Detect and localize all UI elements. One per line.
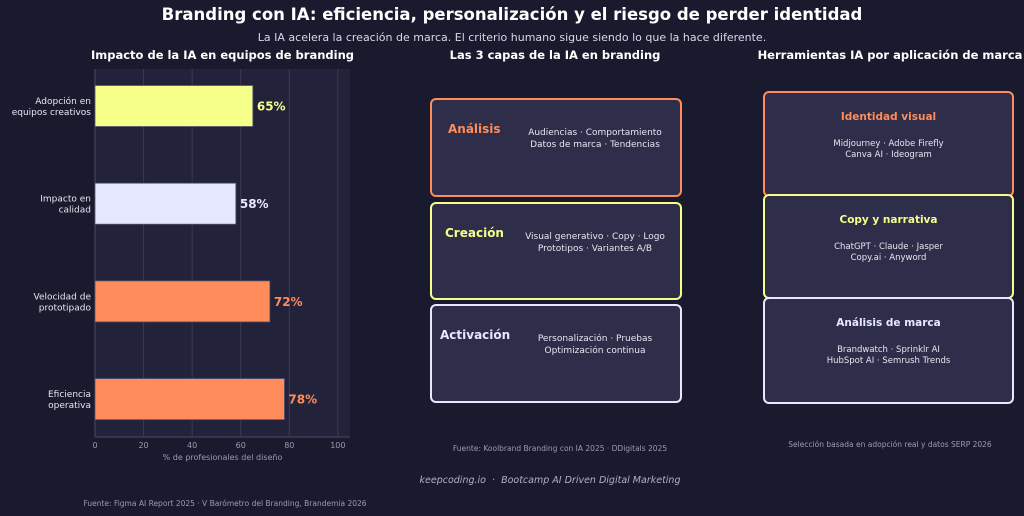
tool-list-line: Brandwatch · Sprinklr AI	[837, 345, 940, 355]
tool-list-line: Canva AI · Ideogram	[845, 150, 932, 160]
tool-box-0: Identidad visual Midjourney · Adobe Fire…	[763, 91, 1014, 197]
plot-area	[95, 69, 350, 437]
bar-value-label: 78%	[288, 393, 317, 407]
x-axis-label: % de profesionales del diseño	[163, 453, 283, 462]
layers-source: Fuente: Koolbrand Branding con IA 2025 ·…	[452, 444, 668, 453]
tool-list: Brandwatch · Sprinklr AI HubSpot AI · Sem…	[765, 345, 1012, 367]
bar	[94, 280, 271, 323]
layer-desc-line: Audiencias · Comportamiento	[528, 128, 662, 138]
main-title: Branding con IA: eficiencia, personaliza…	[161, 5, 863, 24]
layer-desc-line: Personalización · Pruebas	[537, 334, 653, 344]
x-tick-label: 0	[92, 441, 97, 450]
y-tick-label: Eficiencia operativa	[48, 390, 91, 411]
layer-desc-line: Optimización continua	[544, 346, 646, 356]
y-tick-label: Impacto en calidad	[40, 195, 91, 216]
bar	[94, 378, 285, 421]
tool-list-line: HubSpot AI · Semrush Trends	[826, 356, 951, 366]
x-tick-label: 80	[284, 441, 294, 450]
footer: keepcoding.io · Bootcamp AI Driven Digit…	[419, 475, 681, 486]
tool-list: ChatGPT · Claude · Jasper Copy.ai · Anywo…	[765, 242, 1012, 264]
y-tick-label: Velocidad de prototipado	[33, 292, 91, 313]
tools-source: Selección basada en adopción real y dato…	[788, 440, 992, 449]
tool-category: Identidad visual	[840, 111, 937, 123]
layer-name: Activación	[440, 328, 511, 342]
layer-box-1: Creación Visual generativo · Copy · Logo…	[430, 202, 682, 300]
layer-box-2: Activación Personalización · Pruebas Opti…	[430, 304, 682, 403]
x-tick-label: 100	[330, 441, 345, 450]
subtitle: La IA acelera la creación de marca. El c…	[257, 31, 767, 44]
tool-box-1: Copy y narrativa ChatGPT · Claude · Jasp…	[763, 194, 1014, 299]
layer-name: Creación	[445, 226, 504, 240]
layer-description: Personalización · Pruebas Optimización co…	[510, 333, 680, 357]
tool-category: Copy y narrativa	[839, 214, 938, 226]
layer-description: Audiencias · Comportamiento Datos de marc…	[510, 127, 680, 151]
layer-name: Análisis	[448, 122, 501, 136]
layer-desc-line: Visual generativo · Copy · Logo	[525, 232, 665, 242]
tool-category: Análisis de marca	[836, 317, 941, 329]
left-source: Fuente: Figma AI Report 2025 · V Barómet…	[83, 499, 367, 508]
x-tick-label: 60	[236, 441, 246, 450]
bar-value-label: 65%	[257, 100, 286, 114]
tool-list-line: ChatGPT · Claude · Jasper	[834, 242, 943, 252]
tool-list-line: Midjourney · Adobe Firefly	[833, 139, 944, 149]
bar-value-label: 72%	[274, 295, 303, 309]
x-tick-label: 20	[138, 441, 148, 450]
tool-list-line: Copy.ai · Anyword	[850, 253, 927, 263]
tools-title: Herramientas IA por aplicación de marca	[757, 48, 1023, 62]
bar	[94, 182, 237, 225]
bar-chart: 0 20 40 60 80 100 65% Adopción en equipos creati…	[12, 69, 350, 462]
bar-value-label: 58%	[240, 197, 269, 211]
tool-list: Midjourney · Adobe Firefly Canva AI · Ide…	[765, 139, 1012, 161]
y-tick-label: Adopción en equipos creativos	[12, 96, 92, 118]
chart-title: Impacto de la IA en equipos de branding	[90, 48, 354, 62]
layer-description: Visual generativo · Copy · Logo Prototipo…	[510, 231, 680, 255]
bar	[94, 85, 254, 127]
tool-box-2: Análisis de marca Brandwatch · Sprinklr …	[763, 297, 1014, 404]
layer-desc-line: Datos de marca · Tendencias	[530, 140, 660, 150]
x-tick-label: 40	[187, 441, 197, 450]
layers-title: Las 3 capas de la IA en branding	[449, 48, 661, 62]
layer-desc-line: Prototipos · Variantes A/B	[537, 244, 653, 254]
layer-box-0: Análisis Audiencias · Comportamiento Dato…	[430, 98, 682, 197]
